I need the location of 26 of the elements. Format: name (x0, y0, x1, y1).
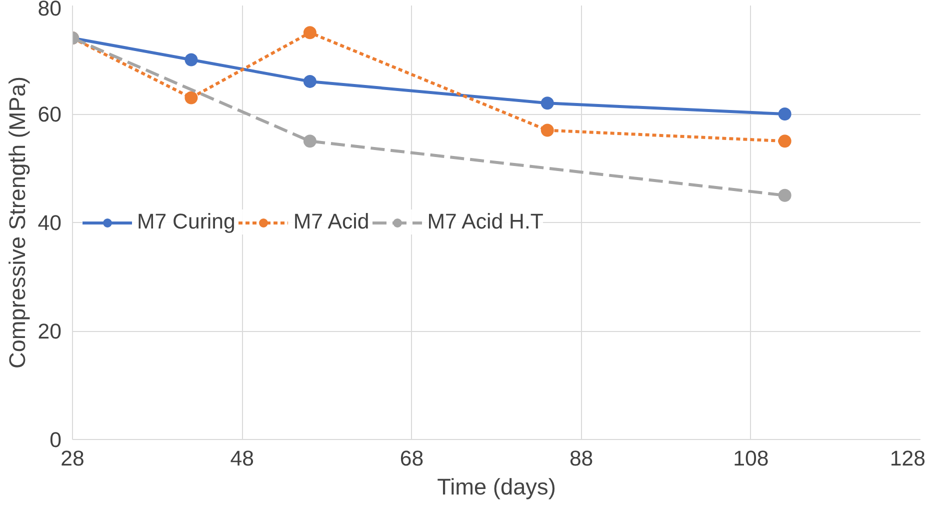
point (778, 134, 792, 148)
x-tick-label: 28 (60, 446, 84, 470)
legend-label: M7 Acid (293, 210, 370, 234)
x-axis-title: Time (days) (437, 474, 556, 500)
legend-label: M7 Acid H.T (427, 210, 544, 234)
legend-label: M7 Curing (137, 210, 236, 234)
x-tick-label: 48 (230, 446, 254, 470)
point (303, 74, 316, 88)
y-tick-label: 20 (38, 320, 62, 344)
x-tick-label: 68 (400, 446, 424, 470)
x-tick-label: 88 (569, 446, 594, 470)
y-tick-label: 40 (38, 211, 62, 235)
point (303, 134, 316, 148)
point (540, 124, 554, 137)
point (540, 96, 554, 110)
point (778, 108, 792, 120)
y-tick-label: 80 (38, 0, 62, 20)
y-axis-title: Compressive Strength (MPa) (4, 76, 30, 369)
y-tick-label: 60 (38, 102, 62, 126)
point (184, 53, 198, 66)
x-tick-label: 108 (733, 446, 769, 470)
y-tick-label: 0 (50, 428, 62, 452)
point (303, 26, 316, 40)
point (778, 188, 792, 202)
x-tick-label: 128 (890, 446, 926, 470)
point (184, 91, 198, 104)
